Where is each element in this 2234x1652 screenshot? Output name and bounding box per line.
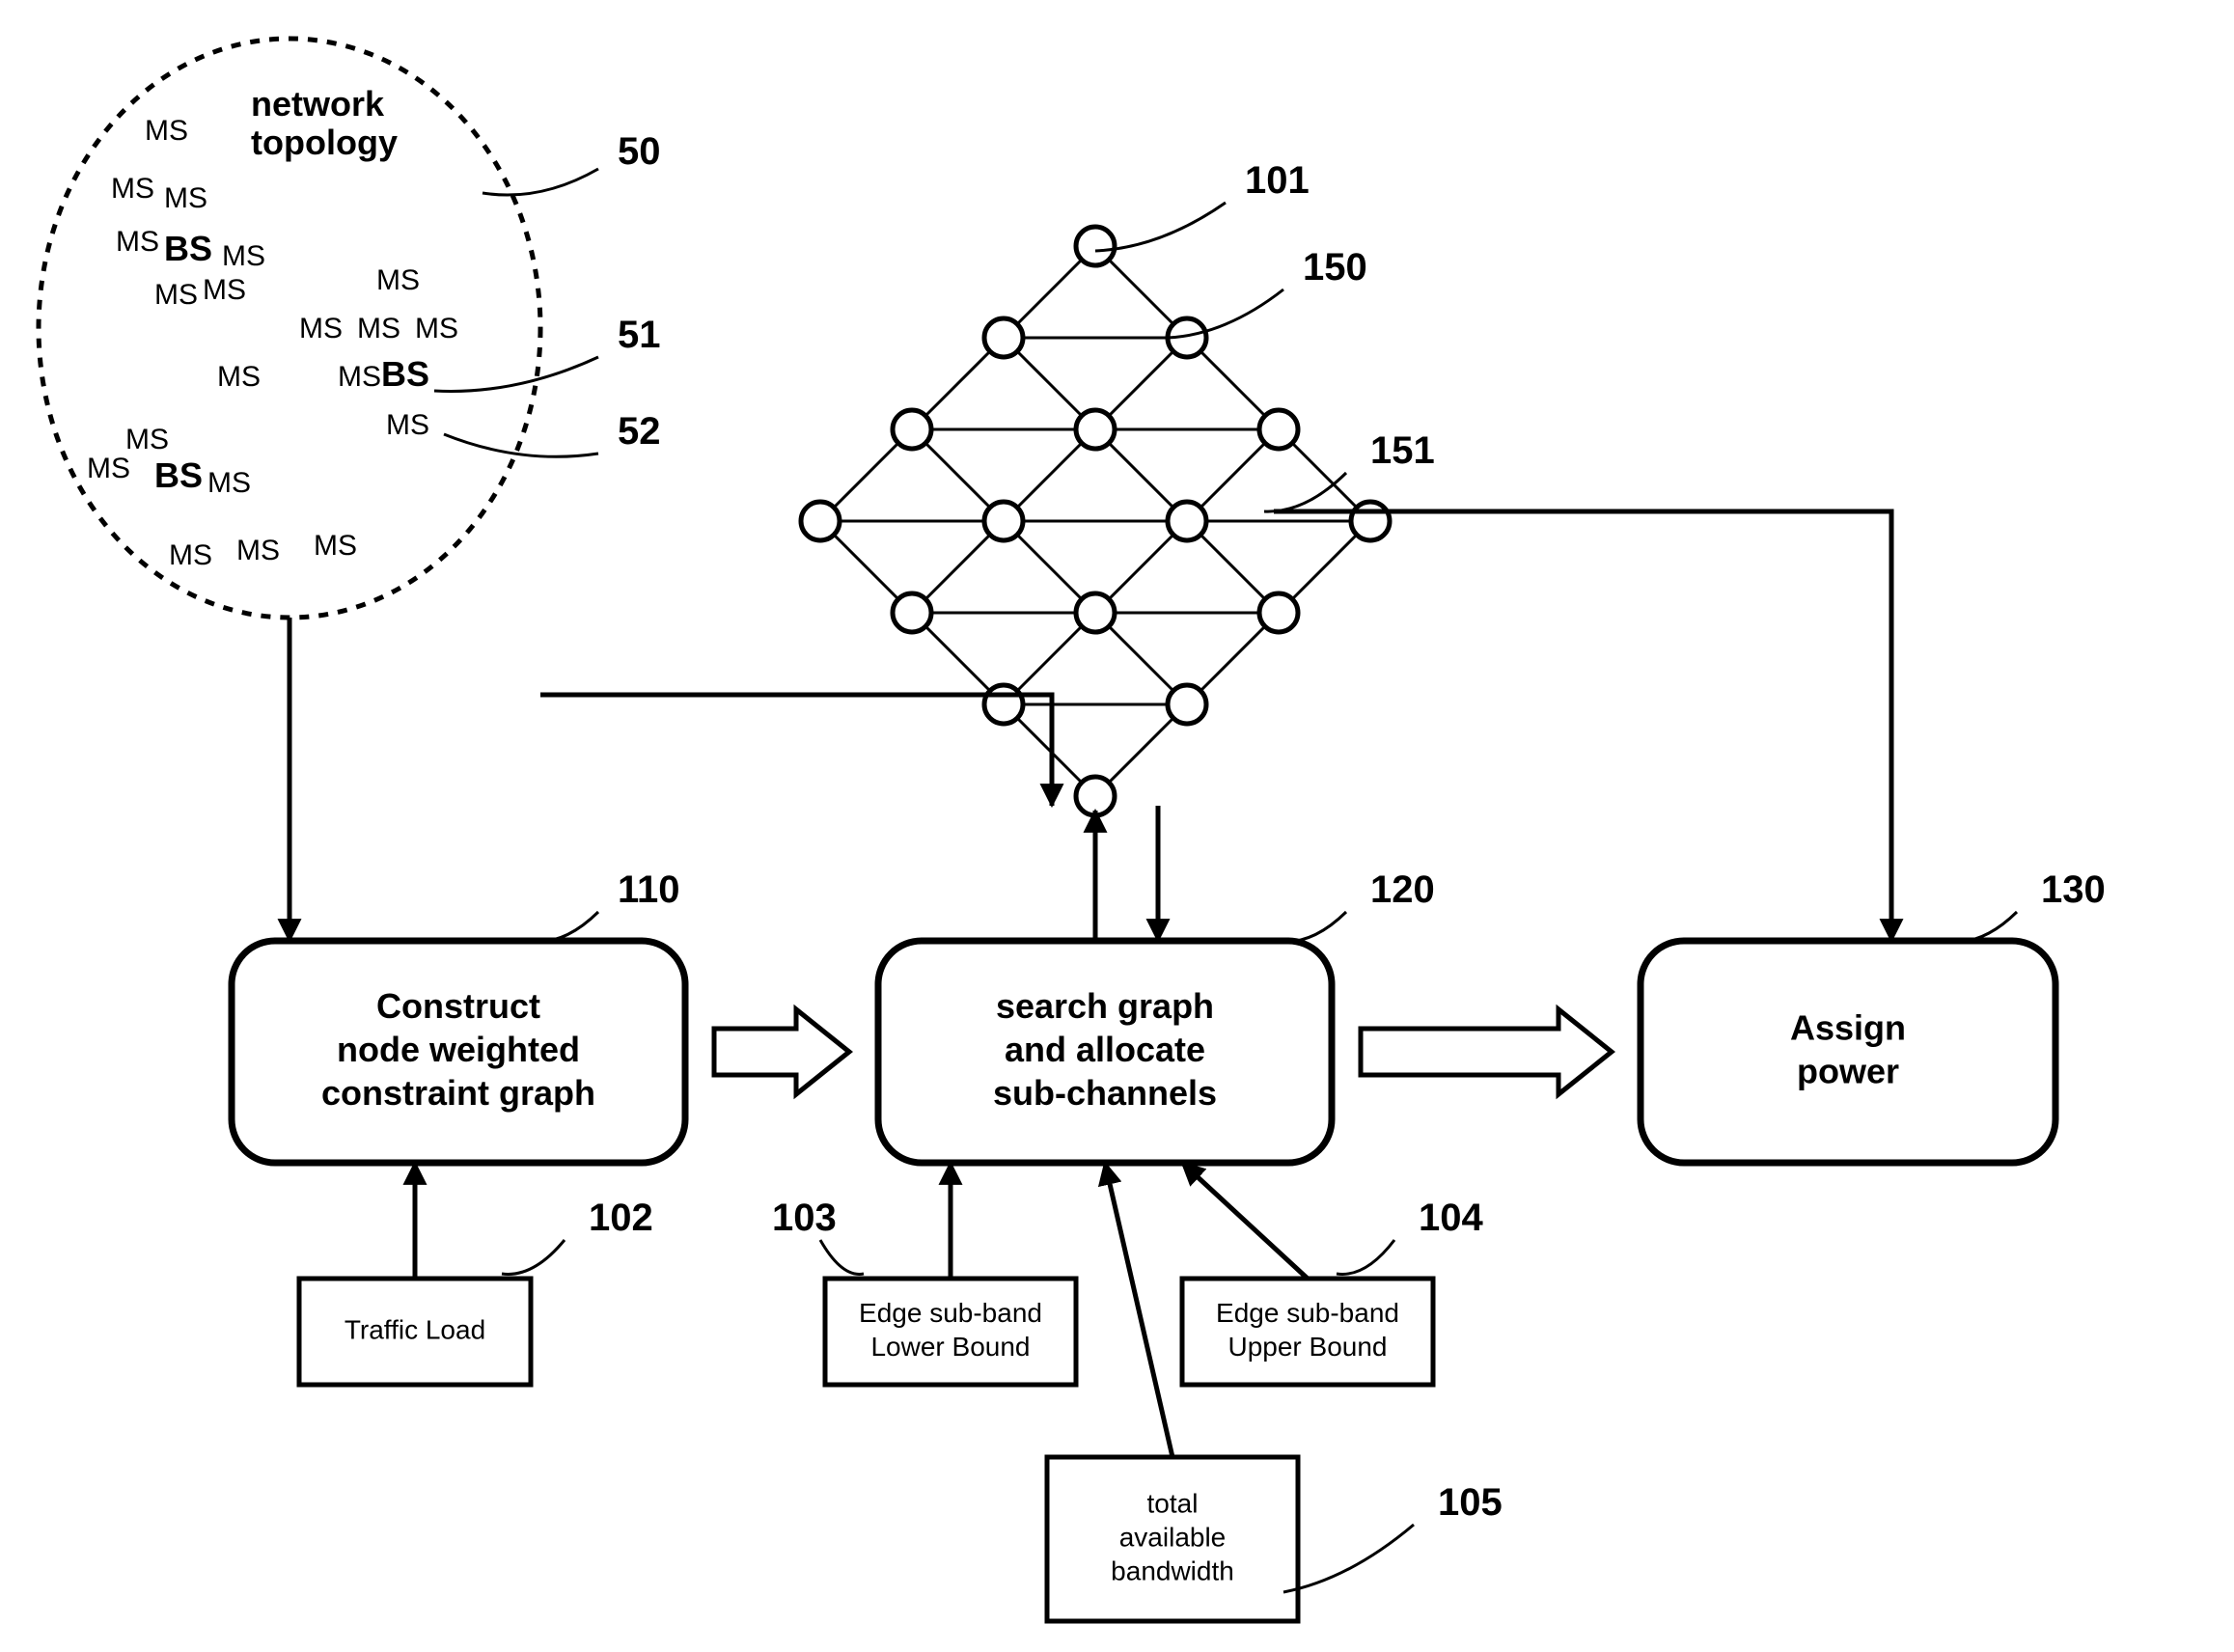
ms-label-17: MS (169, 539, 212, 571)
graph-node (893, 593, 931, 632)
constraint-graph-edges (820, 246, 1370, 796)
ref-leader-r102 (502, 1240, 565, 1274)
ms-label-2: MS (164, 182, 207, 214)
ref-label-r103: 103 (772, 1197, 837, 1239)
arrow-line-8 (1274, 511, 1891, 941)
ref-label-r110: 110 (618, 868, 680, 911)
graph-node (1351, 502, 1390, 540)
ref-label-r104: 104 (1419, 1197, 1483, 1239)
ref-leader-r51 (434, 357, 598, 391)
process-search-allocate-line-1: and allocate (1005, 1030, 1205, 1069)
arrow-line-4 (1105, 1163, 1172, 1457)
ms-label-15: MS (87, 453, 130, 484)
ref-leader-r50 (483, 169, 598, 195)
input-total-bandwidth-line-1: available (1119, 1523, 1227, 1553)
ms-label-13: MS (386, 409, 429, 441)
graph-node (893, 410, 931, 449)
ms-label-1: MS (111, 173, 154, 205)
graph-node (1076, 593, 1115, 632)
ms-label-11: MS (338, 361, 381, 393)
ms-label-10: MS (415, 313, 458, 344)
ref-label-r120: 120 (1370, 868, 1435, 911)
input-total-bandwidth-line-0: total (1147, 1489, 1199, 1519)
graph-node (1076, 777, 1115, 815)
ref-label-r51: 51 (618, 314, 661, 356)
graph-node (1168, 685, 1206, 724)
graph-node (1259, 593, 1298, 632)
ref-leader-r120 (1274, 912, 1346, 942)
input-edge-lower-line-0: Edge sub-band (859, 1298, 1042, 1328)
ms-label-5: MS (154, 279, 198, 311)
input-total-bandwidth-line-2: bandwidth (1111, 1556, 1234, 1586)
block-arrow-0 (714, 1009, 849, 1094)
process-search-allocate-line-0: search graph (996, 986, 1214, 1026)
process-assign-power-line-1: power (1797, 1051, 1899, 1090)
ms-label-3: MS (116, 226, 159, 258)
ms-label-9: MS (357, 313, 400, 344)
ms-label-4: MS (222, 240, 265, 272)
ref-label-r130: 130 (2041, 868, 2106, 911)
ms-label-12: MS (217, 361, 261, 393)
ref-leader-r103 (820, 1240, 864, 1274)
ref-leader-r151 (1264, 473, 1346, 511)
ref-leader-r110 (526, 912, 598, 942)
ms-label-6: MS (203, 274, 246, 306)
ref-label-r102: 102 (589, 1197, 653, 1239)
graph-node (801, 502, 840, 540)
ms-label-14: MS (125, 424, 169, 455)
ref-label-r101: 101 (1245, 159, 1310, 202)
process-search-allocate-line-2: sub-channels (993, 1073, 1217, 1113)
input-edge-lower-line-1: Lower Bound (870, 1332, 1030, 1362)
graph-node (984, 502, 1023, 540)
graph-node (1076, 410, 1115, 449)
ms-label-8: MS (299, 313, 343, 344)
ms-label-7: MS (376, 264, 420, 296)
bs-label-1: BS (381, 354, 429, 394)
graph-node (984, 318, 1023, 357)
bs-label-2: BS (154, 455, 203, 495)
input-edge-upper-line-1: Upper Bound (1227, 1332, 1387, 1362)
ms-label-18: MS (236, 535, 280, 566)
ms-label-16: MS (207, 467, 251, 499)
graph-node (1076, 227, 1115, 265)
graph-node (1259, 410, 1298, 449)
process-assign-power-line-0: Assign (1790, 1007, 1906, 1047)
topology-title-2: topology (251, 123, 398, 162)
process-construct-graph-line-0: Construct (376, 986, 540, 1026)
ref-label-r50: 50 (618, 130, 661, 173)
arrow-line-5 (540, 695, 1052, 806)
ref-leader-r130 (1944, 912, 2017, 942)
process-construct-graph-line-1: node weighted (337, 1030, 580, 1069)
bs-label-0: BS (164, 229, 212, 268)
ref-label-r151: 151 (1370, 429, 1435, 472)
topology-title-1: network (251, 84, 385, 124)
ref-label-r52: 52 (618, 410, 661, 453)
ms-label-0: MS (145, 115, 188, 147)
ref-label-r150: 150 (1303, 246, 1367, 289)
ref-leader-r104 (1337, 1240, 1394, 1274)
input-traffic-load-line-0: Traffic Load (345, 1315, 485, 1345)
ref-leader-r105 (1283, 1525, 1414, 1592)
process-construct-graph-line-2: constraint graph (321, 1073, 595, 1113)
input-edge-upper-line-0: Edge sub-band (1216, 1298, 1399, 1328)
graph-node (1168, 502, 1206, 540)
block-arrow-1 (1361, 1009, 1612, 1094)
arrow-line-3 (1182, 1163, 1308, 1279)
ref-label-r105: 105 (1438, 1481, 1503, 1524)
graph-node (984, 685, 1023, 724)
ms-label-19: MS (314, 530, 357, 562)
